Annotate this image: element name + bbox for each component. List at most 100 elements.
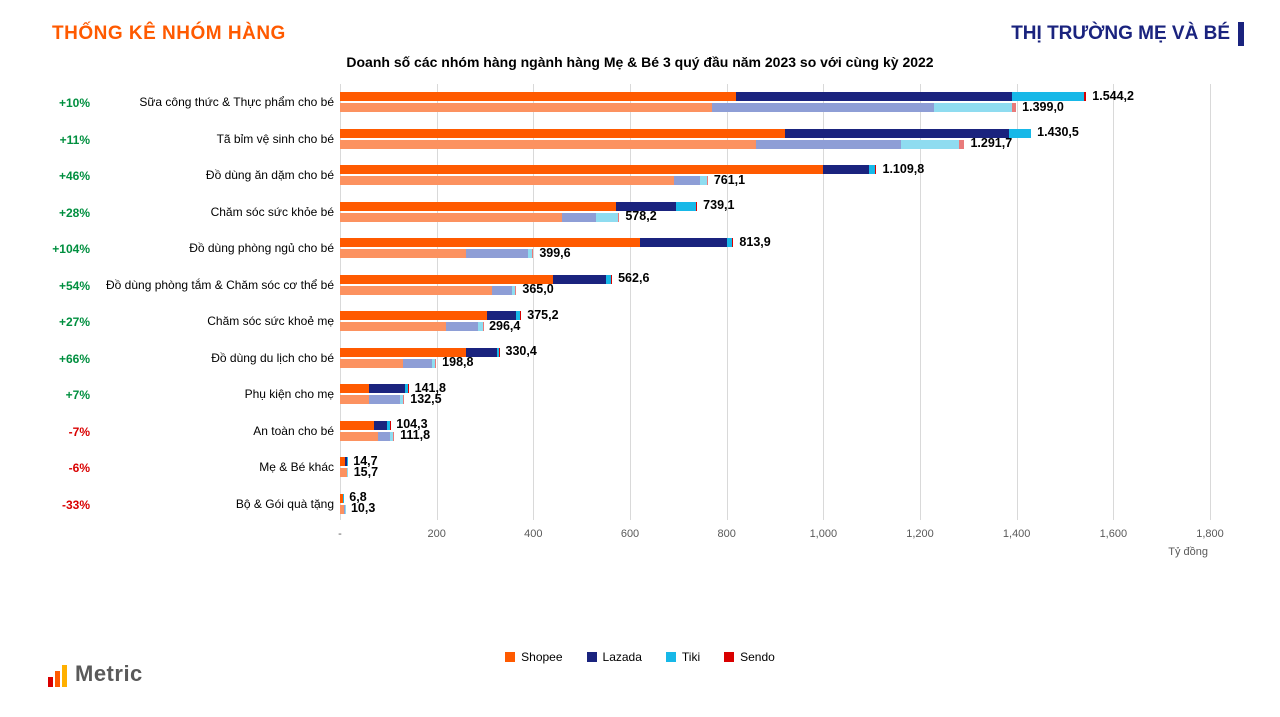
bar-group: 739,1 578,2 [340, 194, 1210, 231]
bar-segment [1084, 92, 1086, 101]
bar-segment [378, 432, 390, 441]
pct-change-label: +104% [48, 242, 90, 256]
bar-value-label: 813,9 [739, 235, 770, 249]
bar-segment [700, 176, 707, 185]
pct-change-label: +10% [48, 96, 90, 110]
logo-bars-icon [48, 665, 67, 687]
category-label: Bộ & Gói quà tặng [94, 497, 334, 511]
bar-segment [340, 249, 466, 258]
bar-segment [1012, 103, 1016, 112]
bar-segment [611, 275, 612, 284]
category-label: An toàn cho bé [94, 424, 334, 438]
pct-change-label: -33% [48, 498, 90, 512]
bar-value-label: 1.109,8 [883, 162, 925, 176]
bar-segment [435, 359, 436, 368]
bar-segment [520, 311, 521, 320]
chart-title: Doanh số các nhóm hàng ngành hàng Mẹ & B… [0, 54, 1280, 70]
x-tick-label: 1,400 [1003, 528, 1031, 540]
bar-value-label: 578,2 [625, 209, 656, 223]
bar-2022 [340, 432, 394, 441]
bar-value-label: 132,5 [410, 392, 441, 406]
bar-2022 [340, 286, 516, 295]
bar-segment [340, 165, 823, 174]
bar-segment [618, 213, 619, 222]
bar-segment [340, 202, 616, 211]
pct-change-label: +27% [48, 315, 90, 329]
bar-value-label: 198,8 [442, 355, 473, 369]
x-tick-label: 1,000 [810, 528, 838, 540]
bar-segment [340, 238, 640, 247]
legend-item: Sendo [724, 650, 775, 664]
bar-2022 [340, 140, 964, 149]
bar-segment [374, 421, 388, 430]
bar-group: 6,810,3 [340, 486, 1210, 523]
bar-segment [369, 395, 400, 404]
bar-value-label: 111,8 [400, 428, 430, 442]
category-label: Đồ dùng du lịch cho bé [94, 351, 334, 365]
chart-area: -2004006008001,0001,2001,4001,6001,800Tỷ… [50, 84, 1225, 584]
header-title-left: THỐNG KÊ NHÓM HÀNG [52, 23, 286, 45]
bar-segment [340, 103, 712, 112]
category-label: Mẹ & Bé khác [94, 460, 334, 474]
bar-group: 104,3111,8 [340, 413, 1210, 450]
pct-change-label: +46% [48, 169, 90, 183]
pct-change-label: -6% [48, 461, 90, 475]
bar-2022 [340, 176, 708, 185]
x-axis-title: Tỷ đồng [1168, 546, 1208, 558]
bar-segment [408, 384, 409, 393]
bar-value-label: 1.544,2 [1092, 89, 1134, 103]
brand-logo: Metric [48, 661, 143, 687]
x-tick-label: 800 [717, 528, 735, 540]
category-label: Đồ dùng phòng tắm & Chăm sóc cơ thể bé [94, 278, 334, 292]
bar-segment [934, 103, 1011, 112]
pct-change-label: +66% [48, 352, 90, 366]
bar-segment [466, 249, 529, 258]
bar-group: 1.544,21.399,0 [340, 84, 1210, 121]
bar-segment [707, 176, 708, 185]
legend-label: Sendo [740, 650, 775, 664]
bar-segment [1009, 129, 1031, 138]
chart-row: +11%Tã bỉm vệ sinh cho bé1.430,51.291,7 [50, 121, 1225, 158]
pct-change-label: +28% [48, 206, 90, 220]
chart-row: +46%Đồ dùng ăn dặm cho bé1.109,8761,1 [50, 157, 1225, 194]
pct-change-label: +54% [48, 279, 90, 293]
bar-segment [340, 286, 492, 295]
bar-segment [340, 92, 736, 101]
bar-segment [340, 359, 403, 368]
bar-segment [712, 103, 934, 112]
bar-group: 562,6365,0 [340, 267, 1210, 304]
bar-group: 1.109,8 761,1 [340, 157, 1210, 194]
header-title-right-text: THỊ TRƯỜNG MẸ VÀ BÉ [1011, 23, 1230, 45]
chart-row: +104%Đồ dùng phòng ngủ cho bé813,9399,6 [50, 230, 1225, 267]
bar-segment [403, 395, 404, 404]
legend-item: Tiki [666, 650, 700, 664]
bar-segment [532, 249, 533, 258]
bar-segment [340, 384, 369, 393]
header-title-right: THỊ TRƯỜNG MẸ VÀ BÉ [1011, 22, 1244, 46]
bar-segment [340, 129, 785, 138]
bar-2023 [340, 457, 347, 466]
bar-value-label: 739,1 [703, 198, 734, 212]
bar-2023 [340, 275, 612, 284]
chart-row: +66% Đồ dùng du lịch cho bé 330,4 198,8 [50, 340, 1225, 377]
bar-value-label: 399,6 [539, 246, 570, 260]
bar-2023 [340, 238, 733, 247]
bar-segment [446, 322, 477, 331]
bar-segment [340, 432, 378, 441]
bar-2022 [340, 468, 348, 477]
bar-segment [340, 395, 369, 404]
bar-segment [875, 165, 876, 174]
chart-row: +28%Chăm sóc sức khỏe bé739,1578,2 [50, 194, 1225, 231]
bar-segment [756, 140, 901, 149]
category-label: Chăm sóc sức khoẻ mẹ [94, 314, 334, 328]
chart-row: -33% Bộ & Gói quà tặng 6,810,3 [50, 486, 1225, 523]
legend-swatch [587, 652, 597, 662]
bar-value-label: 330,4 [506, 344, 537, 358]
bar-segment [515, 286, 516, 295]
chart-row: +54% Đồ dùng phòng tắm & Chăm sóc cơ thể … [50, 267, 1225, 304]
bar-segment [696, 202, 697, 211]
bar-value-label: 761,1 [714, 173, 745, 187]
bar-segment [340, 322, 446, 331]
bar-value-label: 1.430,5 [1037, 125, 1079, 139]
legend-item: Shopee [505, 650, 562, 664]
